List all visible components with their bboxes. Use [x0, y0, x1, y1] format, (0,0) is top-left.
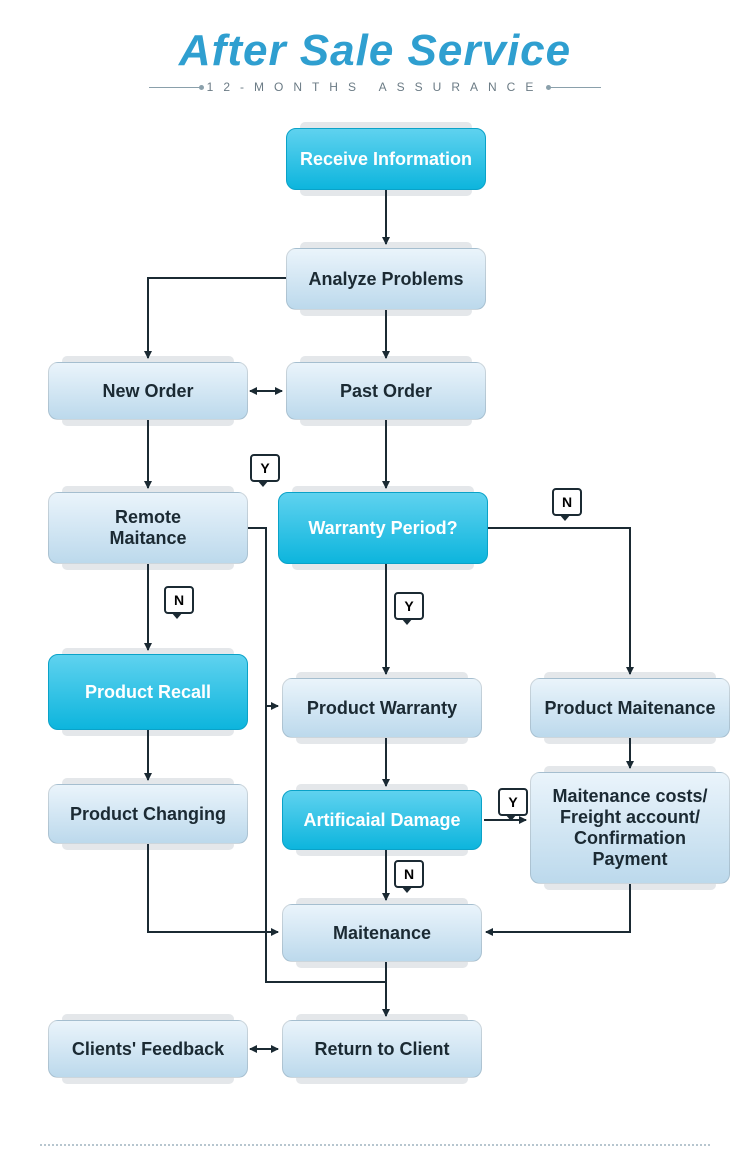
- flowchart-canvas: After Sale Service 12-MONTHS ASSURANCE R…: [0, 0, 750, 1164]
- node-feedback: Clients' Feedback: [48, 1020, 248, 1078]
- node-return: Return to Client: [282, 1020, 482, 1078]
- node-artdmg: Artificaial Damage: [282, 790, 482, 850]
- decision-tag-t6: N: [394, 860, 424, 888]
- node-changing: Product Changing: [48, 784, 248, 844]
- node-remote: Remote Maitance: [48, 492, 248, 564]
- decision-tag-t4: N: [552, 488, 582, 516]
- node-costs: Maitenance costs/ Freight account/ Confi…: [530, 772, 730, 884]
- edge-e9: [488, 528, 630, 674]
- decision-tag-t1: Y: [250, 454, 280, 482]
- node-recall: Product Recall: [48, 654, 248, 730]
- decision-tag-t3: Y: [394, 592, 424, 620]
- node-analyze: Analyze Problems: [286, 248, 486, 310]
- node-pwarranty: Product Warranty: [282, 678, 482, 738]
- decision-tag-t5: Y: [498, 788, 528, 816]
- node-neworder: New Order: [48, 362, 248, 420]
- edge-e16: [486, 884, 630, 932]
- decision-tag-t2: N: [164, 586, 194, 614]
- node-warranty: Warranty Period?: [278, 492, 488, 564]
- edge-e3: [148, 278, 286, 358]
- node-pmaint: Product Maitenance: [530, 678, 730, 738]
- edge-e15: [148, 844, 278, 932]
- footer-dotted-line: [40, 1144, 710, 1146]
- node-maint: Maitenance: [282, 904, 482, 962]
- node-pastorder: Past Order: [286, 362, 486, 420]
- edge-e19: [248, 528, 278, 706]
- node-receive: Receive Information: [286, 128, 486, 190]
